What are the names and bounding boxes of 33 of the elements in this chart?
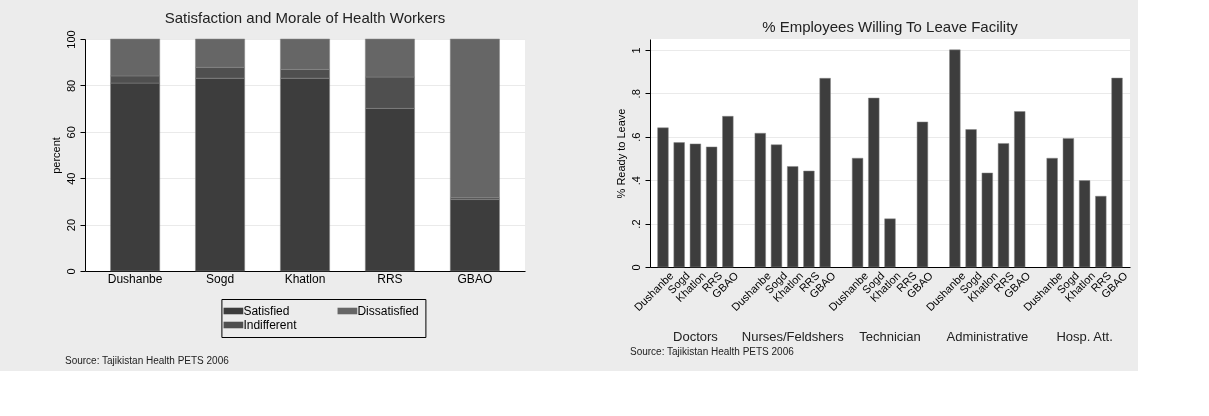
x-tick-label: Dushanbe xyxy=(107,271,163,286)
x-tick-label: Khatlon xyxy=(284,271,326,286)
legend-label: Indifferent xyxy=(243,318,298,332)
y-tick-label: 0 xyxy=(64,268,77,275)
y-tick-label: 1 xyxy=(629,47,642,54)
text: Administrative xyxy=(946,329,1029,344)
text: Nurses/Feldshers xyxy=(741,329,845,344)
y-axis-title: % Ready to Leave xyxy=(614,108,627,199)
y-tick-label: 20 xyxy=(64,218,77,232)
source-note: Source: Tajikistan Health PETS 2006 xyxy=(630,346,795,357)
bar xyxy=(450,199,500,272)
legend-label: Dissatisfied xyxy=(357,304,419,318)
y-tick-label: 60 xyxy=(64,126,77,139)
text: Hosp. Att. xyxy=(1056,329,1113,344)
bar xyxy=(450,38,500,198)
y-tick-label: .6 xyxy=(629,132,642,142)
y-tick-label: 40 xyxy=(64,172,77,185)
source-note: Source: Tajikistan Health PETS 2006 xyxy=(65,355,230,366)
x-tick-label: GBAO xyxy=(457,271,493,286)
y-tick-label: .4 xyxy=(629,176,642,186)
y-tick-label: 0 xyxy=(629,264,642,271)
y-tick-label: .2 xyxy=(629,219,642,229)
y-tick-label: .8 xyxy=(629,89,642,99)
x-tick-label: RRS xyxy=(377,271,403,286)
text: Doctors xyxy=(673,329,719,344)
text: Technician xyxy=(859,329,921,344)
x-tick-label: Sogd xyxy=(206,271,235,286)
y-tick-label: 100 xyxy=(64,30,77,49)
y-tick-label: 80 xyxy=(64,79,77,93)
chart-title: Satisfaction and Morale of Health Workers xyxy=(164,8,446,26)
y-axis-title: percent xyxy=(49,137,62,174)
chart-title: % Employees Willing To Leave Facility xyxy=(762,18,1019,35)
legend-label: Satisfied xyxy=(243,304,290,318)
